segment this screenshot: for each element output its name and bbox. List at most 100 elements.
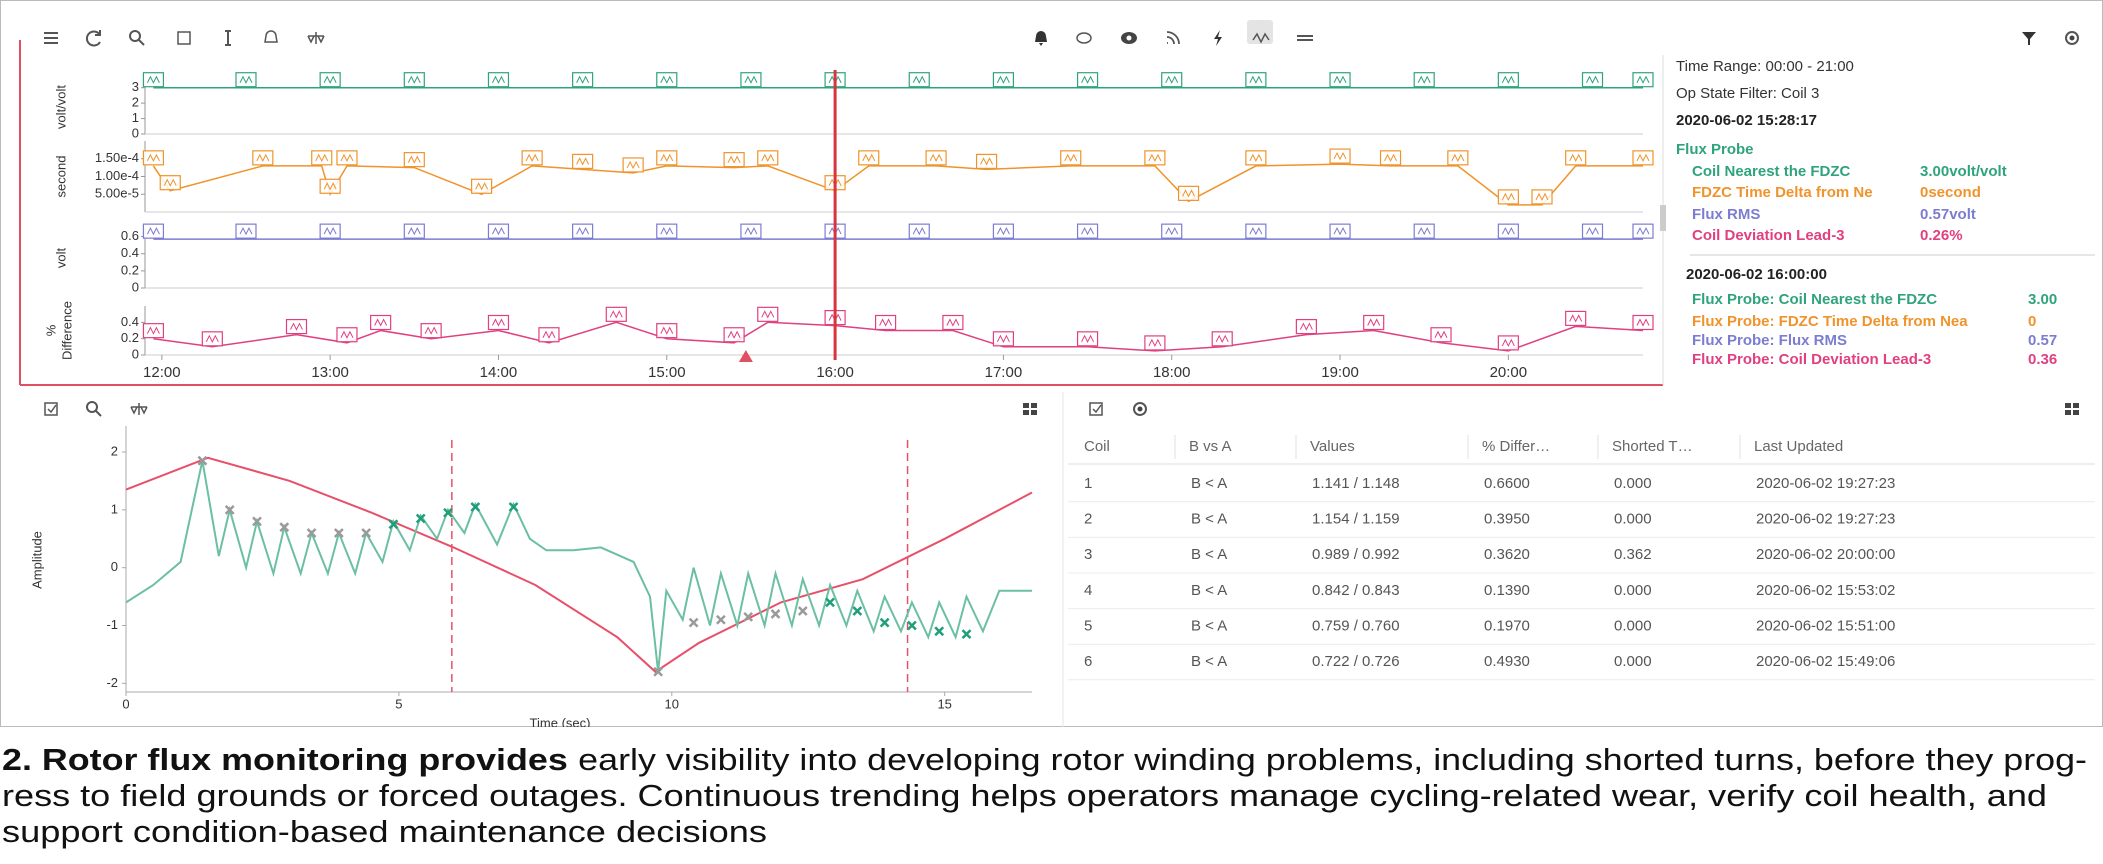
event-icon[interactable] — [757, 306, 779, 322]
event-icon[interactable] — [235, 72, 257, 88]
event-icon[interactable] — [319, 223, 341, 239]
event-icon[interactable] — [159, 175, 181, 191]
event-icon[interactable] — [403, 152, 425, 168]
toolbar-button[interactable] — [1035, 31, 1047, 46]
event-icon[interactable] — [1581, 223, 1604, 239]
event-icon[interactable] — [1245, 72, 1267, 88]
event-icon[interactable] — [1245, 223, 1267, 239]
toolbar-button[interactable] — [1023, 403, 1037, 415]
event-icon[interactable] — [1379, 150, 1402, 166]
event-icon[interactable] — [336, 327, 358, 343]
event-icon[interactable] — [1295, 318, 1317, 335]
event-icon[interactable] — [252, 150, 274, 166]
event-icon[interactable] — [1632, 150, 1654, 166]
event-icon[interactable] — [1497, 189, 1519, 205]
event-icon[interactable] — [656, 323, 678, 339]
event-icon[interactable] — [1565, 310, 1587, 327]
event-icon[interactable] — [908, 223, 930, 239]
event-icon[interactable] — [142, 150, 165, 166]
event-icon[interactable] — [925, 150, 947, 166]
event-icon[interactable] — [1211, 331, 1233, 347]
event-icon[interactable] — [605, 306, 627, 322]
event-icon[interactable] — [142, 223, 165, 239]
event-icon[interactable] — [656, 72, 678, 88]
toolbar-button[interactable] — [129, 30, 145, 46]
event-icon[interactable] — [1531, 189, 1553, 205]
event-icon[interactable] — [319, 178, 341, 194]
event-icon[interactable] — [757, 150, 779, 166]
event-icon[interactable] — [201, 331, 223, 347]
event-icon[interactable] — [874, 314, 897, 331]
toolbar-button[interactable] — [1252, 32, 1270, 44]
event-icon[interactable] — [1076, 223, 1099, 239]
event-icon[interactable] — [487, 314, 510, 331]
toolbar-button[interactable] — [44, 402, 58, 416]
toolbar-button[interactable] — [1089, 402, 1103, 416]
event-icon[interactable] — [1565, 150, 1587, 166]
toolbar-button[interactable] — [44, 32, 58, 44]
event-icon[interactable] — [370, 314, 392, 331]
splitter-handle[interactable] — [1660, 205, 1666, 231]
event-icon[interactable] — [1329, 148, 1351, 164]
event-icon[interactable] — [740, 223, 762, 239]
event-icon[interactable] — [487, 72, 510, 88]
event-icon[interactable] — [1413, 72, 1435, 88]
event-icon[interactable] — [1363, 314, 1385, 331]
toolbar-button[interactable] — [2022, 32, 2036, 45]
event-icon[interactable] — [403, 72, 425, 88]
event-icon[interactable] — [1497, 72, 1519, 88]
toolbar-button[interactable] — [177, 31, 191, 45]
event-icon[interactable] — [975, 153, 998, 169]
toolbar-button[interactable] — [1297, 35, 1313, 41]
event-icon[interactable] — [311, 150, 333, 166]
event-icon[interactable] — [1632, 223, 1654, 239]
event-icon[interactable] — [656, 223, 678, 239]
toolbar-button[interactable] — [307, 32, 325, 44]
event-icon[interactable] — [1060, 150, 1082, 166]
event-icon[interactable] — [403, 223, 425, 239]
event-icon[interactable] — [1076, 72, 1099, 88]
event-icon[interactable] — [1144, 150, 1166, 166]
event-icon[interactable] — [572, 223, 594, 239]
event-icon[interactable] — [1430, 327, 1452, 343]
event-icon[interactable] — [336, 150, 358, 166]
toolbar-button[interactable] — [1076, 32, 1092, 44]
event-icon[interactable] — [1177, 185, 1200, 201]
event-icon[interactable] — [285, 318, 308, 335]
event-icon[interactable] — [142, 323, 165, 339]
event-icon[interactable] — [572, 153, 594, 169]
event-icon[interactable] — [942, 314, 964, 331]
event-icon[interactable] — [1329, 223, 1351, 239]
event-icon[interactable] — [1144, 335, 1166, 351]
event-icon[interactable] — [992, 72, 1015, 88]
event-icon[interactable] — [1161, 223, 1183, 239]
toolbar-button[interactable] — [1166, 31, 1180, 45]
event-icon[interactable] — [471, 178, 493, 194]
event-icon[interactable] — [908, 72, 930, 88]
event-icon[interactable] — [1497, 223, 1519, 239]
event-icon[interactable] — [723, 152, 745, 168]
event-icon[interactable] — [1161, 72, 1183, 88]
event-icon[interactable] — [1497, 335, 1519, 351]
event-icon[interactable] — [319, 72, 341, 88]
event-icon[interactable] — [723, 327, 745, 343]
event-icon[interactable] — [572, 72, 594, 88]
event-icon[interactable] — [487, 223, 510, 239]
event-icon[interactable] — [1329, 72, 1351, 88]
event-icon[interactable] — [992, 223, 1015, 239]
toolbar-button[interactable] — [1121, 32, 1137, 44]
event-icon[interactable] — [1632, 72, 1654, 88]
event-icon[interactable] — [521, 150, 543, 166]
event-icon[interactable] — [235, 223, 257, 239]
toolbar-button[interactable] — [86, 30, 101, 47]
event-icon[interactable] — [142, 72, 165, 88]
event-icon[interactable] — [1581, 72, 1604, 88]
toolbar-button[interactable] — [86, 401, 102, 417]
event-icon[interactable] — [1413, 223, 1435, 239]
event-icon[interactable] — [1245, 150, 1267, 166]
toolbar-button[interactable] — [1214, 30, 1222, 46]
event-icon[interactable] — [622, 157, 644, 173]
event-icon[interactable] — [858, 150, 880, 166]
toolbar-button[interactable] — [1133, 402, 1147, 416]
event-icon[interactable] — [1447, 150, 1469, 166]
